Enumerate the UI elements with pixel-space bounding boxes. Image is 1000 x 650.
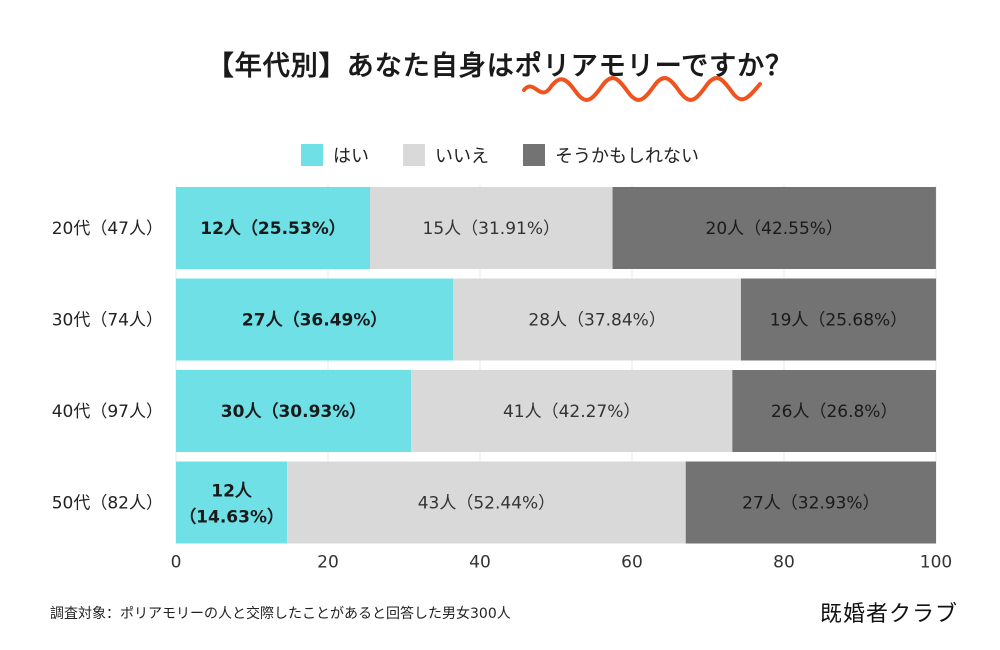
legend-label-maybe: そうかもしれない bbox=[555, 146, 699, 167]
bar-0-0 bbox=[176, 187, 371, 269]
x-tick-label-0: 0 bbox=[171, 553, 182, 573]
bar-1-0 bbox=[176, 278, 454, 361]
data-label-0-2: 20人（42.55%） bbox=[706, 219, 843, 239]
x-tick-label-4: 80 bbox=[773, 553, 795, 573]
data-label-2-0: 30人（30.93%） bbox=[221, 401, 366, 422]
bar-3-2 bbox=[685, 461, 936, 544]
data-label-0-0: 12人（25.53%） bbox=[200, 218, 345, 239]
data-label-3-0: 12人（14.63%） bbox=[179, 482, 284, 528]
data-label-3-1: 43人（52.44%） bbox=[418, 494, 555, 514]
category-label-0: 20代（47人） bbox=[52, 219, 163, 239]
data-label-0-1: 15人（31.91%） bbox=[423, 219, 560, 239]
stacked-bar-chart: 12人（25.53%） 15人（31.91%） 20人（42.55%） 20代（47人… bbox=[52, 185, 952, 573]
legend-swatch-yes bbox=[301, 144, 323, 166]
category-label-1: 30代（74人） bbox=[52, 311, 163, 331]
legend-swatch-no bbox=[403, 144, 425, 166]
bar-3-0 bbox=[176, 461, 288, 544]
legend-label-no: いいえ bbox=[435, 146, 489, 167]
bar-0-1 bbox=[370, 187, 613, 269]
category-label-3: 50代（82人） bbox=[52, 494, 163, 514]
brand-logo-text: 既婚者クラブ bbox=[819, 602, 958, 627]
x-tick-label-1: 20 bbox=[317, 553, 339, 573]
x-tick-label-2: 40 bbox=[469, 553, 491, 573]
legend-swatch-maybe bbox=[523, 144, 545, 166]
title-underline-squiggle bbox=[522, 76, 762, 102]
data-label-1-0: 27人（36.49%） bbox=[242, 310, 387, 331]
data-label-3-2: 27人（32.93%） bbox=[742, 494, 879, 514]
data-label-1-1: 28人（37.84%） bbox=[528, 311, 665, 331]
legend: はい いいえ そうかもしれない bbox=[0, 142, 1000, 168]
x-tick-label-3: 60 bbox=[621, 553, 643, 573]
data-label-2-1: 41人（42.27%） bbox=[503, 402, 640, 422]
survey-footnote: 調査対象：ポリアモリーの人と交際したことがあると回答した男女300人 bbox=[50, 606, 511, 622]
bar-2-1 bbox=[411, 370, 733, 452]
legend-item-maybe: そうかもしれない bbox=[523, 142, 699, 168]
category-label-2: 40代（97人） bbox=[52, 402, 163, 422]
data-label-2-2: 26人（26.8%） bbox=[771, 402, 898, 422]
bar-2-2 bbox=[732, 370, 936, 452]
chart-title: 【年代別】あなた自身はポリアモリーですか？ bbox=[206, 51, 794, 82]
x-tick-label-5: 100 bbox=[920, 553, 952, 573]
bar-1-1 bbox=[453, 278, 741, 361]
bar-2-0 bbox=[176, 370, 412, 452]
legend-item-yes: はい bbox=[301, 142, 369, 168]
bar-0-2 bbox=[612, 187, 936, 269]
bar-1-2 bbox=[740, 278, 937, 361]
bar-3-1 bbox=[287, 461, 686, 544]
data-label-1-2: 19人（25.68%） bbox=[770, 311, 907, 331]
legend-item-no: いいえ bbox=[403, 142, 489, 168]
legend-label-yes: はい bbox=[333, 146, 369, 167]
